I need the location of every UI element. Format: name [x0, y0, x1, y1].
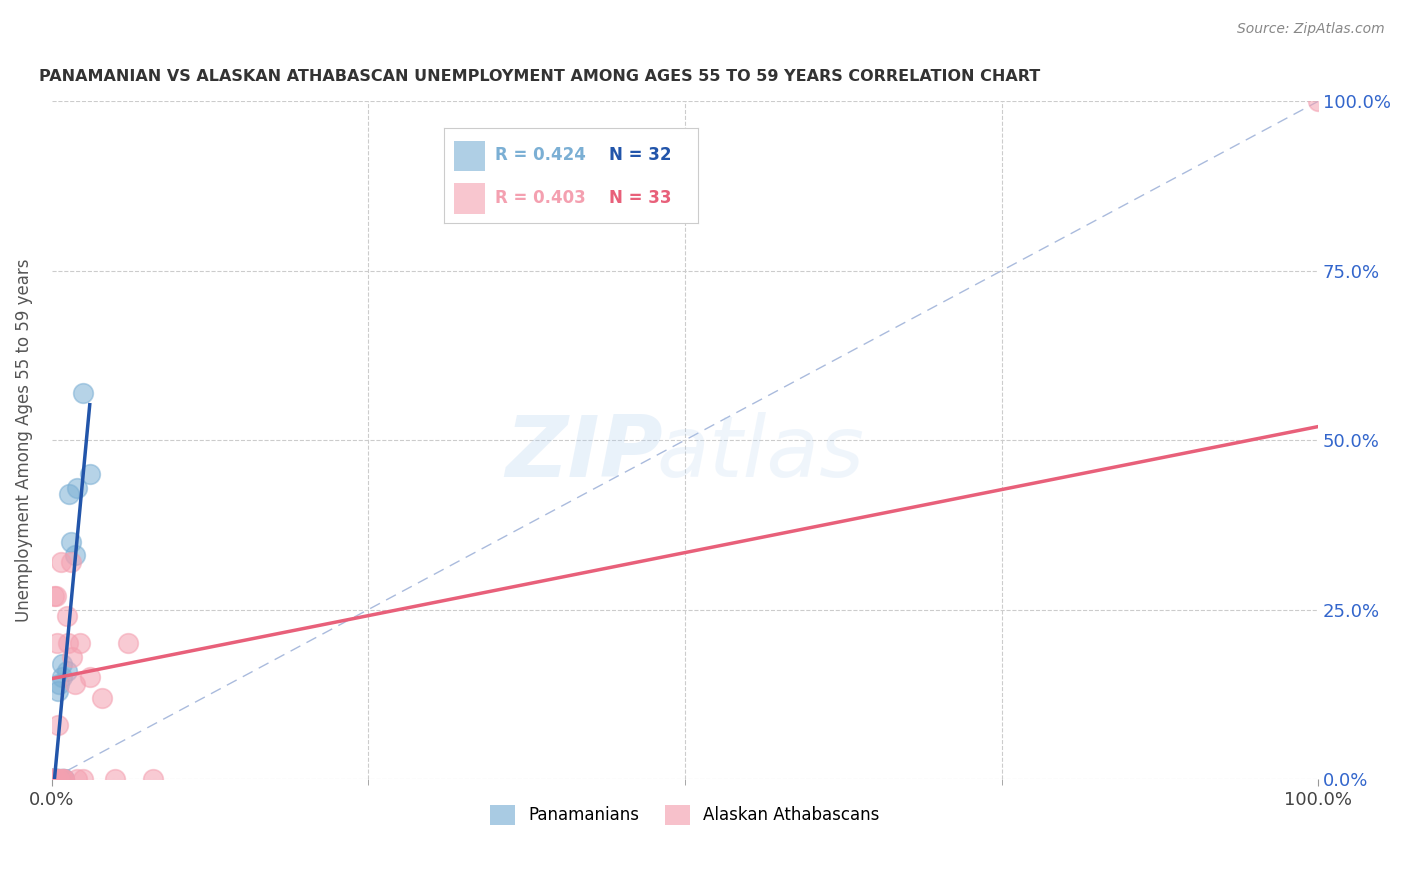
Point: [46, 772, 69, 786]
Point: [51, 657, 73, 671]
Point: [46, 683, 69, 698]
Point: [72, 772, 94, 786]
Point: [1308, 95, 1330, 109]
Point: [45, 772, 67, 786]
Point: [41, 772, 63, 786]
Point: [51, 772, 73, 786]
Point: [44, 772, 66, 786]
Point: [79, 670, 101, 684]
Point: [41, 772, 63, 786]
Point: [45, 772, 67, 786]
Point: [53, 772, 76, 786]
Point: [56, 609, 79, 624]
Point: [117, 636, 139, 650]
Text: Source: ZipAtlas.com: Source: ZipAtlas.com: [1237, 22, 1385, 37]
Point: [44, 772, 66, 786]
Point: [41, 772, 63, 786]
Text: atlas: atlas: [657, 412, 865, 495]
Text: ZIP: ZIP: [505, 412, 662, 495]
Point: [53, 772, 76, 786]
Point: [66, 481, 89, 495]
Point: [59, 555, 82, 569]
Point: [104, 772, 127, 786]
Point: [69, 636, 91, 650]
Point: [44, 589, 66, 603]
Point: [41, 772, 63, 786]
Point: [48, 677, 70, 691]
Point: [52, 772, 75, 786]
Point: [60, 649, 83, 664]
Point: [49, 772, 72, 786]
Point: [79, 467, 101, 481]
Point: [48, 772, 70, 786]
Point: [45, 772, 67, 786]
Point: [51, 670, 73, 684]
Y-axis label: Unemployment Among Ages 55 to 59 years: Unemployment Among Ages 55 to 59 years: [15, 259, 32, 622]
Point: [63, 677, 86, 691]
Point: [46, 717, 69, 731]
Point: [91, 690, 114, 705]
Point: [41, 772, 63, 786]
Point: [142, 772, 165, 786]
Point: [41, 772, 63, 786]
Point: [42, 772, 65, 786]
Point: [45, 636, 67, 650]
Point: [45, 589, 67, 603]
Point: [53, 772, 76, 786]
Point: [56, 664, 79, 678]
Point: [49, 772, 72, 786]
Point: [45, 772, 67, 786]
Point: [63, 549, 86, 563]
Point: [45, 772, 67, 786]
Point: [58, 636, 80, 650]
Point: [41, 772, 63, 786]
Point: [41, 772, 63, 786]
Point: [44, 772, 66, 786]
Point: [52, 772, 75, 786]
Point: [58, 487, 80, 501]
Legend: Panamanians, Alaskan Athabascans: Panamanians, Alaskan Athabascans: [484, 798, 886, 831]
Point: [66, 772, 89, 786]
Point: [42, 772, 65, 786]
Point: [46, 772, 69, 786]
Point: [46, 772, 69, 786]
Point: [49, 555, 72, 569]
Text: PANAMANIAN VS ALASKAN ATHABASCAN UNEMPLOYMENT AMONG AGES 55 TO 59 YEARS CORRELAT: PANAMANIAN VS ALASKAN ATHABASCAN UNEMPLO…: [39, 69, 1040, 84]
Point: [41, 772, 63, 786]
Point: [41, 772, 63, 786]
Point: [41, 772, 63, 786]
Point: [72, 385, 94, 400]
Point: [59, 534, 82, 549]
Point: [41, 772, 63, 786]
Point: [45, 772, 67, 786]
